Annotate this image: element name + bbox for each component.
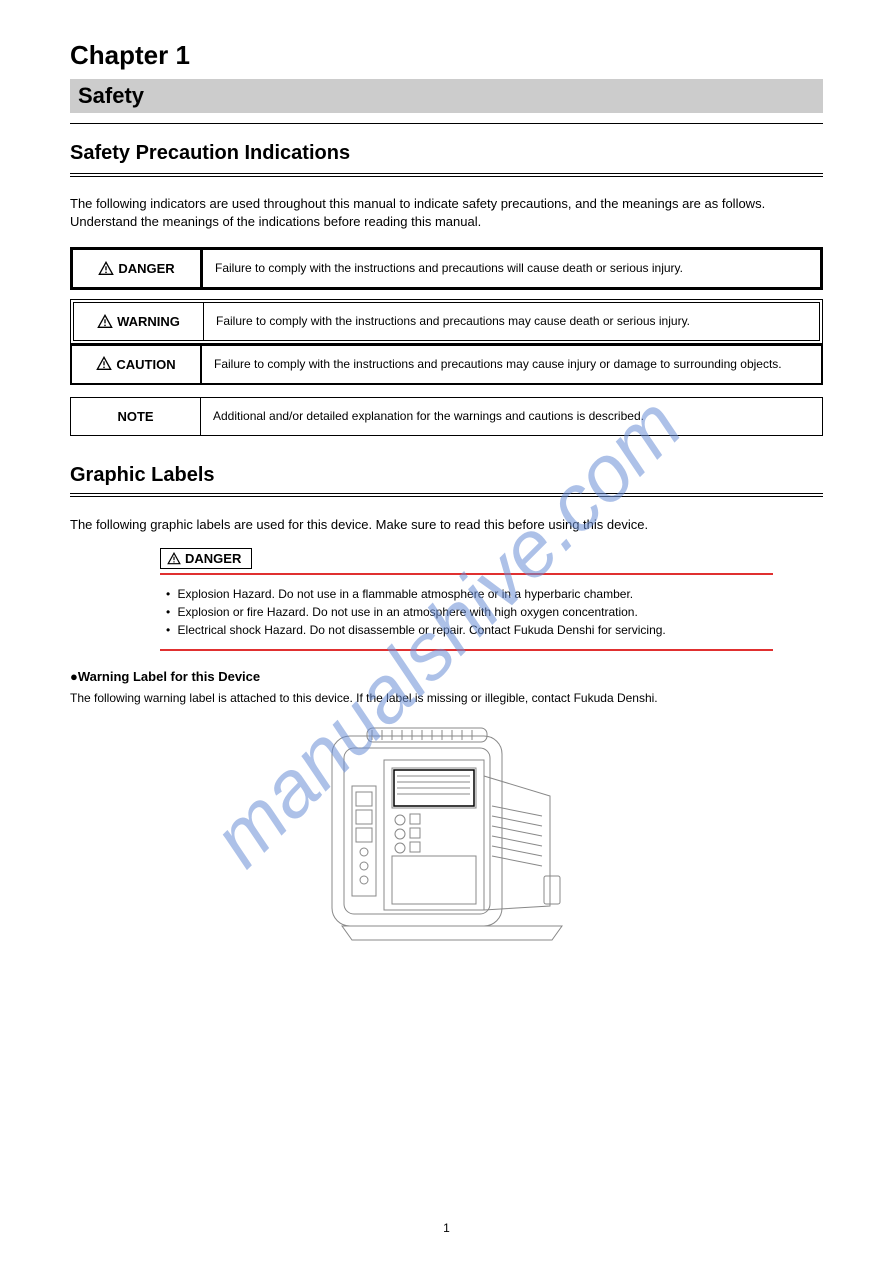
section1-intro: The following indicators are used throug… (70, 195, 823, 231)
safety-row-caution: CAUTION Failure to comply with the instr… (70, 344, 823, 385)
safety-desc: Additional and/or detailed explanation f… (201, 398, 822, 435)
section2-intro: The following graphic labels are used fo… (70, 515, 823, 535)
safety-label-cell: WARNING (74, 303, 204, 340)
double-rule (70, 493, 823, 497)
safety-row-note: NOTE Additional and/or detailed explanat… (70, 397, 823, 436)
warning-triangle-icon (96, 356, 112, 372)
safety-desc: Failure to comply with the instructions … (204, 303, 819, 340)
safety-label-text: WARNING (117, 314, 180, 329)
warning-triangle-icon (167, 552, 181, 566)
safety-desc: Failure to comply with the instructions … (202, 346, 821, 383)
safety-desc: Failure to comply with the instructions … (203, 250, 820, 287)
device-illustration (312, 716, 582, 946)
section2-title: Graphic Labels (70, 464, 823, 487)
danger-label-box: DANGER (160, 548, 252, 569)
label-description: The following warning label is attached … (70, 690, 823, 707)
list-item: Explosion or fire Hazard. Do not use in … (166, 603, 773, 621)
safety-label-cell: CAUTION (72, 346, 202, 383)
safety-label-text: CAUTION (116, 357, 175, 372)
danger-block: DANGER Explosion Hazard. Do not use in a… (160, 548, 773, 651)
safety-label-text: DANGER (118, 261, 174, 276)
safety-row-warning: WARNING Failure to comply with the instr… (73, 302, 820, 341)
label-subheading: ●Warning Label for this Device (70, 669, 823, 684)
list-item: Electrical shock Hazard. Do not disassem… (166, 621, 773, 639)
chapter-number: Chapter 1 (70, 40, 823, 71)
page-number: 1 (443, 1221, 450, 1235)
divider (70, 123, 823, 124)
warning-triangle-icon (98, 261, 114, 277)
warning-triangle-icon (97, 314, 113, 330)
red-rule (160, 649, 773, 651)
safety-row-danger: DANGER Failure to comply with the instru… (70, 247, 823, 290)
safety-label-cell: DANGER (73, 250, 203, 287)
list-item: Explosion Hazard. Do not use in a flamma… (166, 585, 773, 603)
chapter-title: Safety (70, 79, 823, 113)
safety-label-text: NOTE (117, 409, 153, 424)
red-rule (160, 573, 773, 575)
section1-title: Safety Precaution Indications (70, 142, 823, 165)
danger-label-text: DANGER (185, 551, 241, 566)
safety-label-cell: NOTE (71, 398, 201, 435)
page-content: Chapter 1 Safety Safety Precaution Indic… (70, 40, 823, 946)
danger-list: Explosion Hazard. Do not use in a flamma… (160, 585, 773, 639)
double-rule (70, 173, 823, 177)
